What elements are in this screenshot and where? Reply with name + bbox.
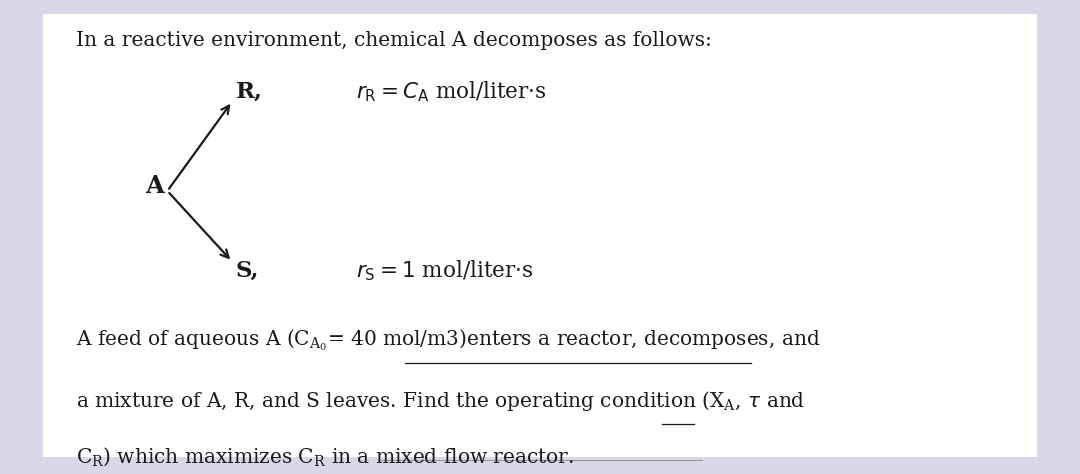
Text: R,: R, xyxy=(235,81,262,103)
Text: $r_{\mathsf{R}} = C_{\mathsf{A}}$ mol/liter$\cdot$s: $r_{\mathsf{R}} = C_{\mathsf{A}}$ mol/li… xyxy=(356,80,548,104)
FancyBboxPatch shape xyxy=(43,14,1037,457)
Text: a mixture of A, R, and S leaves. Find the operating condition (X$_{\mathregular{: a mixture of A, R, and S leaves. Find th… xyxy=(76,389,805,413)
Text: $r_{\mathsf{S}} = 1$ mol/liter$\cdot$s: $r_{\mathsf{S}} = 1$ mol/liter$\cdot$s xyxy=(356,259,534,283)
Text: A: A xyxy=(145,174,164,198)
Text: A feed of aqueous A (C$_{\mathregular{A}_{\mathregular{0}}}$= 40 mol/m3)enters a: A feed of aqueous A (C$_{\mathregular{A}… xyxy=(76,328,820,353)
Text: C$_{\mathregular{R}}$) which maximizes C$_{\mathregular{R}}$ in a mixed flow rea: C$_{\mathregular{R}}$) which maximizes C… xyxy=(76,446,573,468)
Text: In a reactive environment, chemical A decomposes as follows:: In a reactive environment, chemical A de… xyxy=(76,31,712,50)
Text: S,: S, xyxy=(235,260,259,282)
